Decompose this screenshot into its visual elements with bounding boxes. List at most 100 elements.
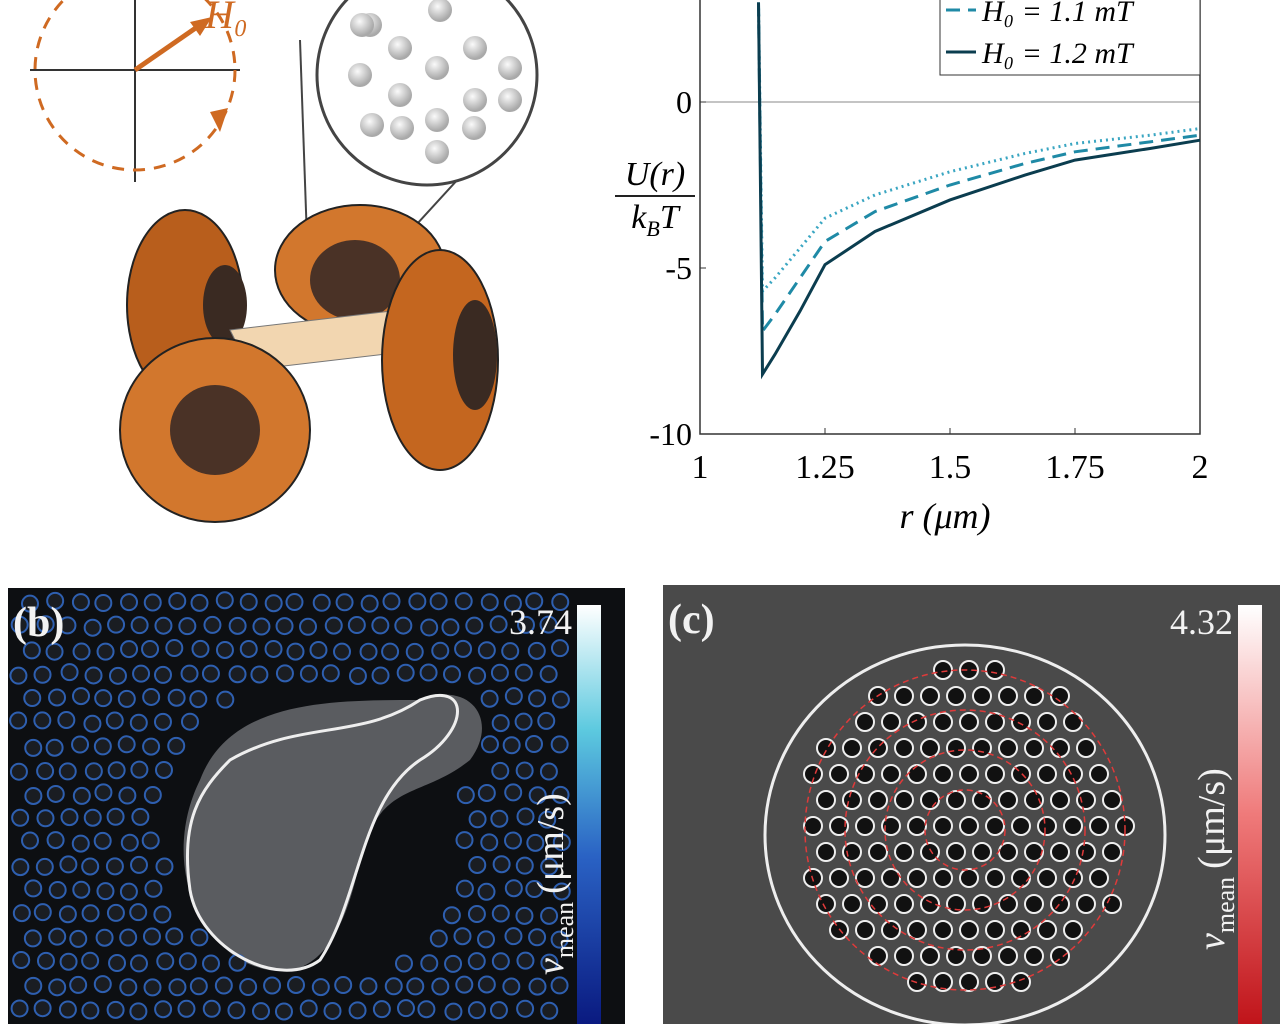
colorbar-max: 4.32 (1170, 602, 1233, 642)
particle (71, 593, 90, 612)
colorbar-symbol: v (530, 958, 572, 975)
particle (35, 857, 54, 876)
particle (333, 642, 352, 661)
particle-sketch (388, 36, 412, 60)
particle-sketch (360, 113, 384, 137)
particle (946, 790, 966, 810)
particle (444, 954, 463, 973)
particle (477, 641, 496, 660)
y-tick-label: -10 (649, 416, 692, 452)
y-label-part: B (646, 216, 659, 241)
particle (540, 953, 559, 972)
particle (540, 857, 559, 876)
particle (1024, 738, 1044, 758)
particle (1024, 790, 1044, 810)
particle (1050, 842, 1070, 862)
particle (153, 665, 172, 684)
particle (1102, 790, 1122, 810)
particle (119, 928, 138, 947)
particle (105, 857, 124, 876)
particle (468, 810, 487, 829)
particle (454, 592, 473, 611)
particle (881, 712, 901, 732)
particle (959, 972, 979, 992)
particle (842, 894, 862, 914)
particle (907, 712, 927, 732)
particle (189, 690, 208, 709)
particle (550, 735, 569, 754)
particle (454, 639, 473, 658)
particle (285, 593, 304, 612)
particle (429, 592, 448, 611)
panel-label: (c) (668, 597, 715, 643)
legend-label: H₀ = 1.2 mT (981, 37, 1135, 70)
particle (165, 927, 184, 946)
y-tick-label: -5 (665, 250, 692, 286)
x-tick-label: 2 (1192, 449, 1209, 486)
particle (21, 831, 40, 850)
particle (504, 879, 523, 898)
particle (312, 593, 331, 612)
particle (552, 833, 571, 852)
trajectory-ring (924, 789, 1006, 871)
particle (419, 663, 438, 682)
particle (84, 762, 103, 781)
micrograph (663, 585, 1280, 1024)
particle (985, 920, 1005, 940)
particle (405, 642, 424, 661)
x-tick-label: 1.5 (929, 449, 972, 486)
particle (371, 616, 390, 635)
particle (1063, 712, 1083, 732)
particle (816, 842, 836, 862)
particle (24, 879, 43, 898)
particle-sketch (348, 63, 372, 87)
particle (1037, 712, 1057, 732)
particle (9, 762, 28, 781)
particle-sketch (498, 88, 522, 112)
particle (503, 594, 522, 613)
particle (142, 927, 161, 946)
particle (1076, 842, 1096, 862)
particle (46, 591, 65, 610)
particle (165, 639, 184, 658)
particle (1050, 946, 1070, 966)
particle (894, 738, 914, 758)
particle (490, 663, 509, 682)
particle (985, 972, 1005, 992)
particle (920, 894, 940, 914)
trajectory-ring (884, 749, 1046, 911)
particle (214, 976, 233, 995)
particle (45, 642, 64, 661)
particle (153, 905, 172, 924)
particle (552, 882, 571, 901)
particle (93, 737, 112, 756)
particle (1037, 764, 1057, 784)
particle (95, 928, 114, 947)
particle (539, 665, 558, 684)
particle (1076, 738, 1096, 758)
particle (515, 906, 534, 925)
particle (371, 666, 390, 685)
particle (502, 977, 521, 996)
particle (228, 616, 247, 635)
particle (881, 920, 901, 940)
particle (420, 618, 439, 637)
particle (81, 951, 100, 970)
particle (959, 764, 979, 784)
particle (933, 816, 953, 836)
particle (1037, 920, 1057, 940)
particle (144, 879, 163, 898)
particle (36, 951, 55, 970)
particle (550, 639, 569, 658)
particle (81, 904, 100, 923)
particle (274, 1002, 293, 1021)
particle (120, 640, 139, 659)
particle (154, 1000, 173, 1019)
particle (829, 868, 849, 888)
particle (69, 975, 88, 994)
particle (501, 642, 520, 661)
particle (119, 978, 138, 997)
particle (431, 641, 450, 660)
particle (228, 665, 247, 684)
